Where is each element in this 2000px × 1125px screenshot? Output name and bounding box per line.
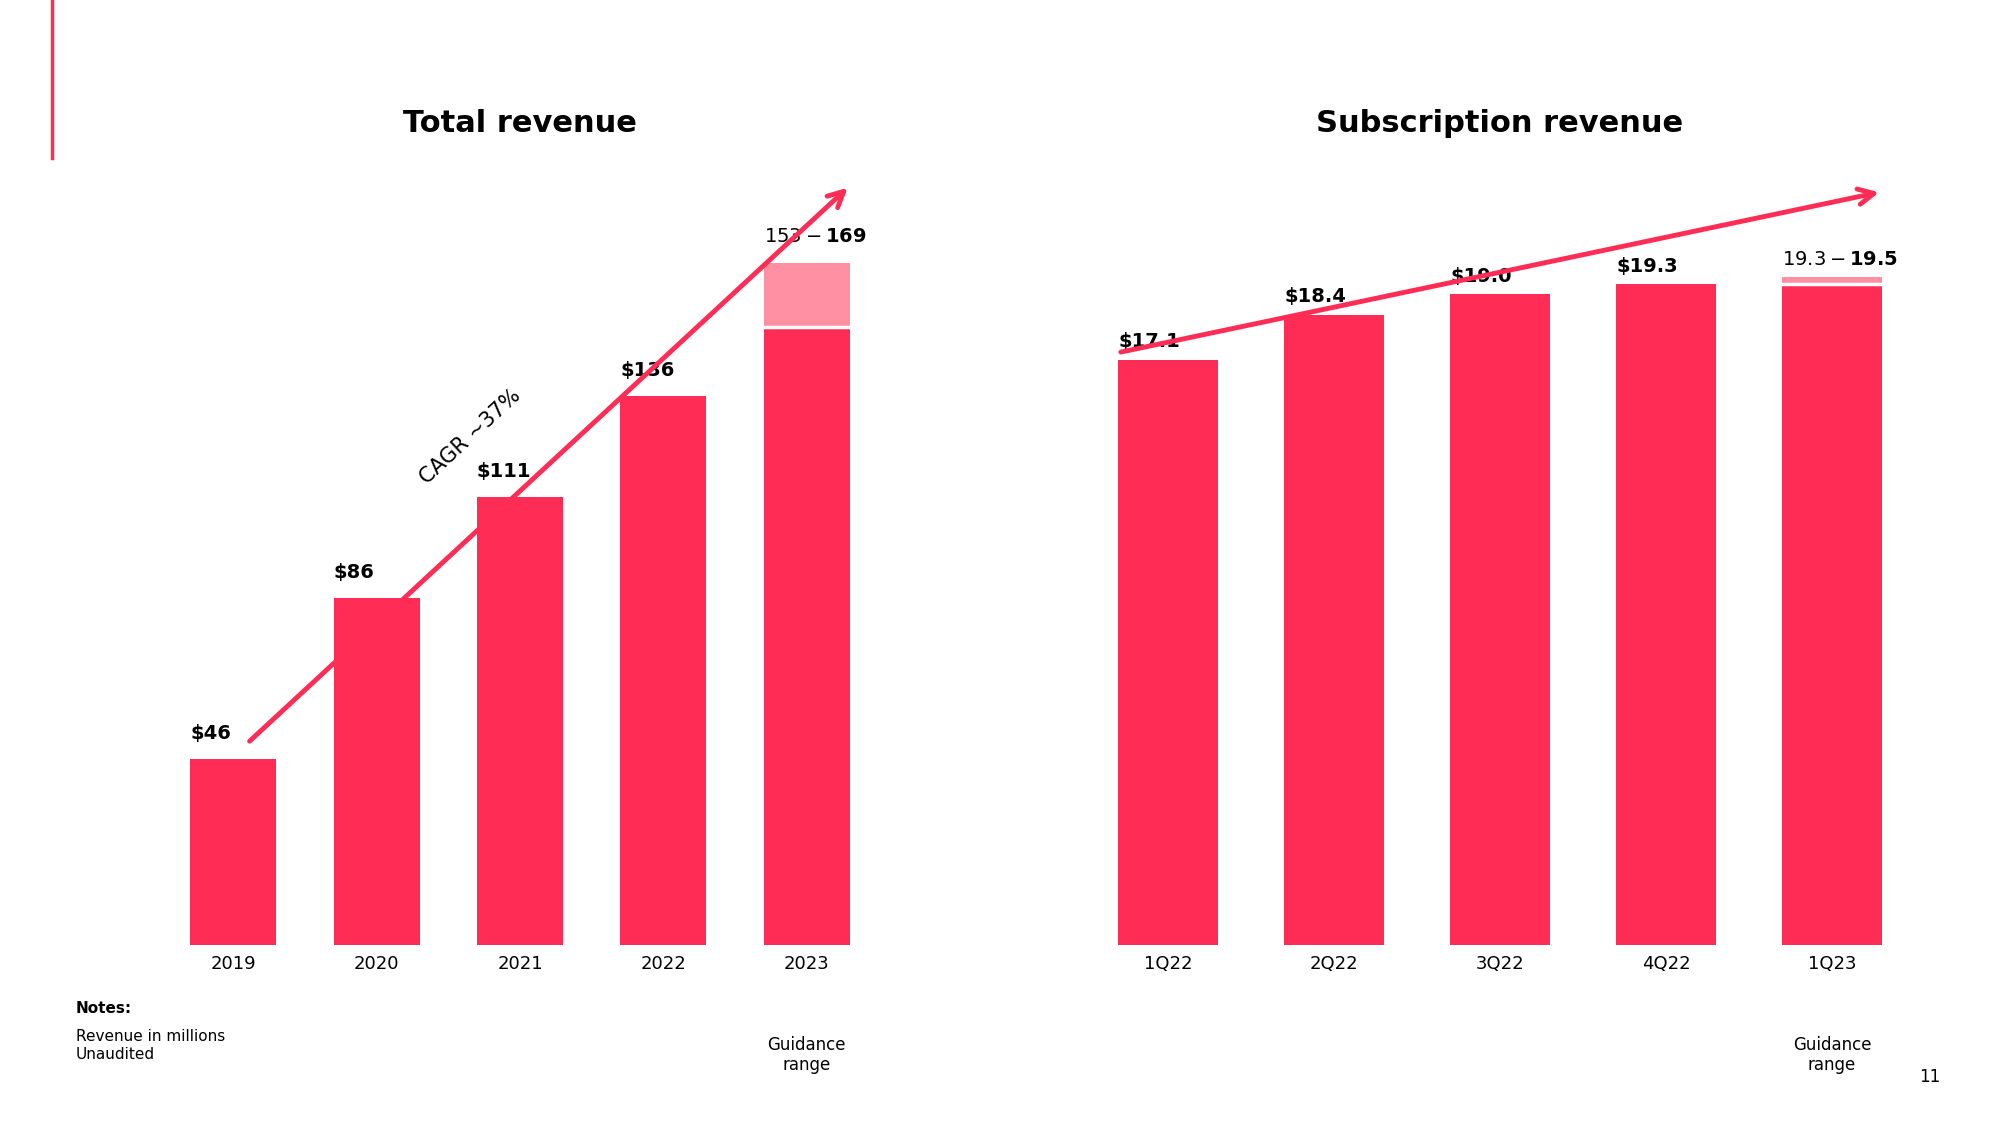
Text: Revenue in millions
Unaudited: Revenue in millions Unaudited — [76, 1029, 226, 1062]
Text: $18.4: $18.4 — [1284, 288, 1346, 306]
Bar — [1782, 278, 1882, 285]
Text: Notes:: Notes: — [76, 1001, 132, 1016]
Bar — [1616, 285, 1716, 945]
Text: $46: $46 — [190, 724, 232, 744]
Bar — [190, 759, 276, 945]
Bar — [764, 262, 850, 327]
Text: Guidance
range: Guidance range — [1792, 1035, 1872, 1074]
Bar — [476, 497, 564, 945]
Text: $19.0: $19.0 — [1450, 267, 1512, 286]
Bar — [334, 597, 420, 945]
Title: Total revenue: Total revenue — [404, 109, 636, 138]
Bar — [1450, 295, 1550, 945]
Bar — [620, 396, 706, 945]
Bar — [1782, 285, 1882, 945]
Text: 11: 11 — [1918, 1068, 1940, 1086]
Bar — [764, 327, 850, 945]
Text: $153 - $169: $153 - $169 — [764, 227, 866, 246]
Text: CAGR ~37%: CAGR ~37% — [416, 386, 524, 488]
Text: $19.3-$19.5: $19.3-$19.5 — [1782, 250, 1898, 269]
Text: $136: $136 — [620, 361, 674, 379]
Bar — [1284, 315, 1384, 945]
Text: $86: $86 — [334, 562, 374, 582]
Text: $111: $111 — [476, 461, 532, 480]
Bar — [1118, 360, 1218, 945]
Text: Guidance
range: Guidance range — [768, 1035, 846, 1074]
Title: Subscription revenue: Subscription revenue — [1316, 109, 1684, 138]
Text: $19.3: $19.3 — [1616, 256, 1678, 276]
Text: $17.1: $17.1 — [1118, 332, 1180, 351]
